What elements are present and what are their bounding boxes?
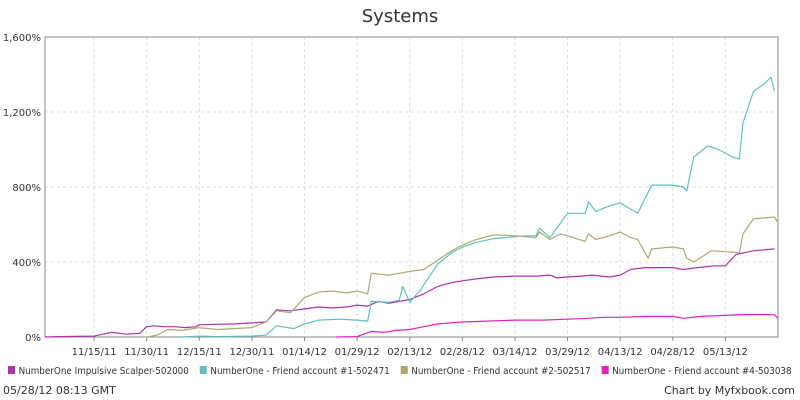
legend-label-2: NumberOne - Friend account #1-502471 (210, 366, 389, 378)
series-line-4 (336, 313, 779, 338)
y-tick-label: 1,600% (3, 33, 41, 44)
x-tick-label: 04/13/12 (598, 347, 643, 358)
series-line-2 (181, 76, 776, 338)
x-tick-label: 11/15/11 (72, 347, 117, 358)
x-tick-label: 05/13/12 (703, 347, 748, 358)
legend-label-3: NumberOne - Friend account #2-502517 (411, 366, 590, 378)
series-line-1 (44, 248, 775, 338)
x-tick-label: 04/28/12 (650, 347, 695, 358)
y-axis: 0% 400% 800% 1,200% 1,600% (3, 33, 41, 344)
series-lines (44, 76, 779, 338)
footer-credit: Chart by Myfxbook.com (664, 384, 795, 397)
plot-frame (44, 36, 779, 338)
x-tick-label: 01/29/12 (335, 347, 380, 358)
y-tick-label: 0% (25, 333, 41, 344)
y-tick-label: 400% (12, 258, 41, 269)
x-tick-label: 01/14/12 (282, 347, 327, 358)
chart-title: Systems (362, 6, 439, 27)
y-tick-label: 800% (12, 183, 41, 194)
legend-swatch-3 (400, 366, 408, 374)
legend-label-4: NumberOne - Friend account #4-503038 (612, 366, 791, 378)
y-tick-label: 1,200% (3, 108, 41, 119)
x-tick-label: 03/14/12 (493, 347, 538, 358)
x-axis: 11/15/11 11/30/11 12/15/11 12/30/11 01/14/12… (72, 337, 748, 358)
series-line-3 (146, 216, 779, 338)
x-tick-label: 02/13/12 (387, 347, 432, 358)
legend-swatch-1 (8, 366, 16, 374)
x-tick-label: 02/28/12 (440, 347, 485, 358)
grid-lines (45, 36, 778, 338)
legend: NumberOne Impulsive Scalper-502000 Number… (8, 366, 792, 378)
x-tick-label: 12/30/11 (229, 347, 274, 358)
x-tick-label: 03/29/12 (545, 347, 590, 358)
footer-timestamp: 05/28/12 08:13 GMT (3, 384, 116, 397)
legend-label-1: NumberOne Impulsive Scalper-502000 (19, 366, 189, 378)
x-tick-label: 12/15/11 (177, 347, 222, 358)
x-tick-label: 11/30/11 (124, 347, 169, 358)
legend-swatch-2 (199, 366, 207, 374)
legend-swatch-4 (601, 366, 609, 374)
